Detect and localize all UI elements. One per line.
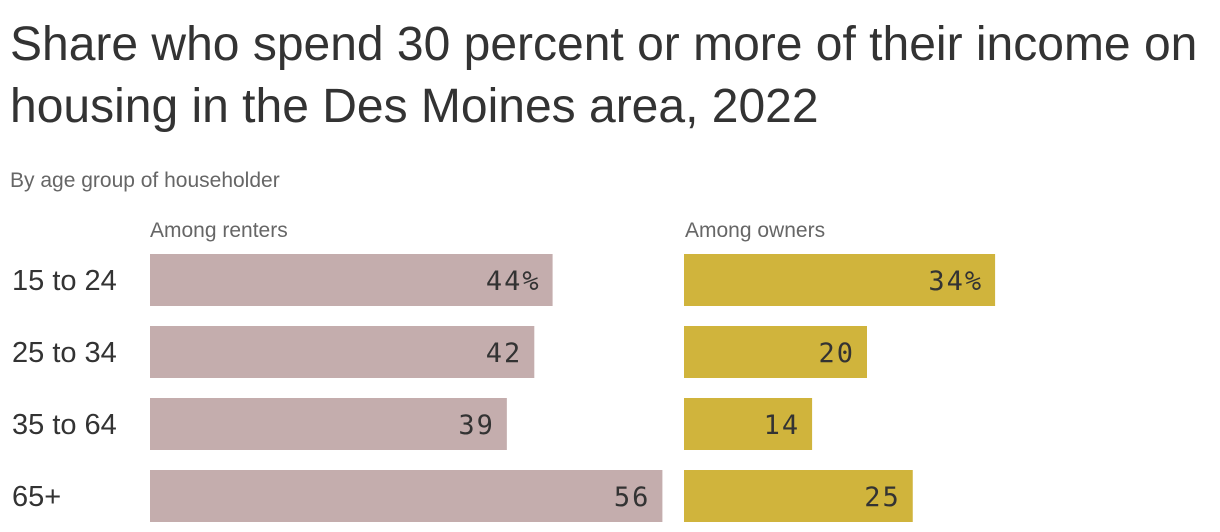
bar-value-label: 25 (864, 482, 901, 513)
bar-value-label: 34% (928, 266, 983, 297)
bar-owners (684, 470, 913, 522)
bar-value-label: 39 (458, 410, 495, 441)
panel-label-owners: Among owners (685, 219, 826, 242)
bar-renters (150, 326, 535, 378)
bar-renters (150, 470, 663, 522)
bar-value-label: 56 (614, 482, 651, 513)
bar-renters (150, 254, 553, 306)
chart-title: Share who spend 30 percent or more of th… (10, 18, 1198, 133)
chart-subtitle: By age group of householder (10, 169, 280, 192)
bar-value-label: 20 (818, 338, 855, 369)
bar-renters (150, 398, 507, 450)
bar-owners (684, 326, 867, 378)
bar-owners (684, 398, 813, 450)
bar-value-label: 14 (764, 410, 801, 441)
bar-value-label: 42 (486, 338, 523, 369)
category-label: 15 to 24 (12, 265, 117, 297)
category-label: 65+ (12, 481, 61, 513)
category-label: 25 to 34 (12, 337, 117, 369)
category-label: 35 to 64 (12, 409, 117, 441)
bar-owners (684, 254, 996, 306)
bar-value-label: 44% (486, 266, 541, 297)
panel-label-renters: Among renters (150, 219, 288, 242)
